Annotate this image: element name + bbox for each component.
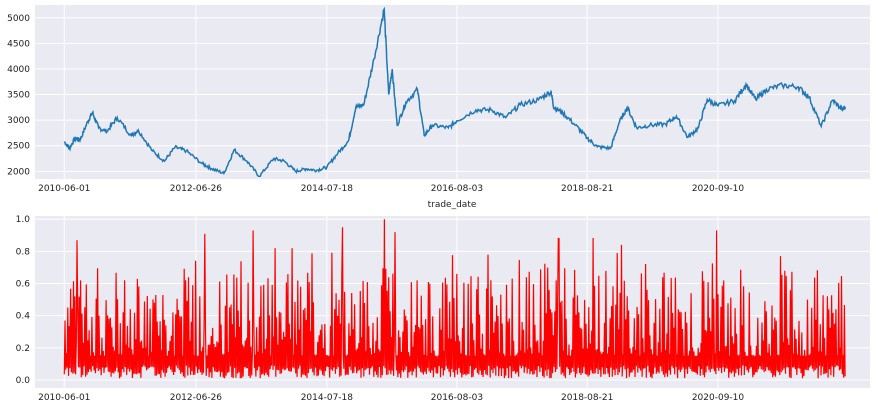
price-x-axis-label: trade_date — [428, 200, 477, 210]
x-tick-label: 2010-06-01 — [38, 393, 90, 403]
y-tick-label: 4000 — [7, 65, 30, 75]
y-tick-label: 0.0 — [16, 376, 31, 386]
price-line — [63, 6, 846, 178]
y-tick-label: 2000 — [7, 167, 30, 177]
y-tick-label: 0.4 — [16, 312, 31, 322]
oscillator-y-tick-labels: 0.0 0.2 0.4 0.6 0.8 1.0 — [16, 215, 31, 386]
y-tick-label: 0.6 — [16, 280, 31, 290]
y-tick-label: 4500 — [7, 39, 30, 49]
oscillator-chart: 0.00.20.40.60.81.0 2010-06-01 2012-06-26 2… — [16, 215, 870, 403]
x-tick-label: 2014-07-18 — [301, 184, 354, 194]
price-x-tick-labels: 2010-06-01 2012-06-26 2014-07-18 2016-08-03… — [38, 184, 744, 194]
x-tick-label: 2016-08-03 — [431, 184, 483, 194]
x-tick-label: 2018-08-21 — [561, 184, 613, 194]
x-tick-label: 2016-08-03 — [431, 393, 483, 403]
y-tick-label: 3500 — [7, 91, 30, 101]
y-tick-label: 0.2 — [16, 344, 30, 354]
x-tick-label: 2020-09-10 — [692, 184, 745, 194]
x-tick-label: 2012-06-26 — [170, 393, 223, 403]
oscillator-x-tick-labels: 2010-06-01 2012-06-26 2014-07-18 2016-08-03… — [38, 393, 744, 403]
oscillator-line — [63, 219, 846, 379]
y-tick-label: 2500 — [7, 142, 30, 152]
x-tick-label: 2012-06-26 — [170, 184, 223, 194]
price-gridlines — [35, 5, 870, 179]
price-plot-area — [35, 5, 870, 179]
x-tick-label: 2010-06-01 — [38, 184, 90, 194]
y-tick-label: 1.0 — [16, 215, 31, 225]
y-tick-label: 5000 — [7, 14, 30, 24]
x-tick-label: 2020-09-10 — [692, 393, 745, 403]
y-tick-label: 3000 — [7, 116, 30, 126]
price-y-tick-labels: 2000 2500 3000 3500 4000 4500 5000 — [7, 14, 30, 178]
y-tick-label: 0.8 — [16, 247, 31, 257]
x-tick-label: 2018-08-21 — [561, 393, 613, 403]
x-tick-label: 2014-07-18 — [301, 393, 354, 403]
